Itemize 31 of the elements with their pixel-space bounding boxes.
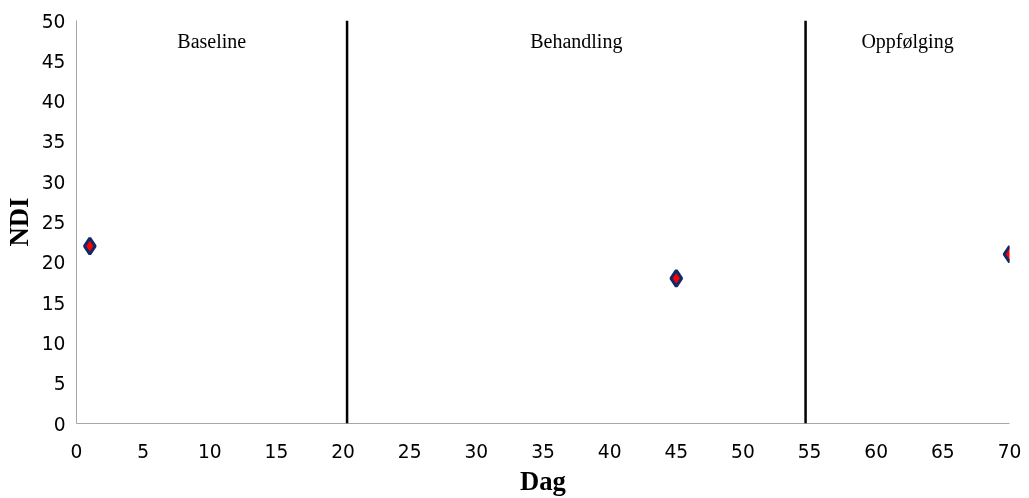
x-tick-label: 20 (331, 440, 355, 462)
y-tick-label: 5 (53, 373, 66, 395)
x-tick-label: 30 (464, 440, 489, 462)
y-tick-label: 30 (41, 171, 66, 193)
y-tick-label: 20 (41, 252, 66, 274)
x-tick-label: 35 (531, 440, 555, 462)
y-tick-label: 15 (41, 292, 66, 314)
x-tick-label: 55 (797, 440, 822, 462)
y-tick-label: 45 (41, 50, 66, 72)
y-tick-label: 25 (41, 212, 66, 233)
annotation: Behandling (530, 29, 623, 53)
x-tick-label: 15 (264, 440, 289, 462)
x-axis-title: Dag (520, 465, 567, 496)
x-tick-label: 65 (930, 440, 955, 462)
x-tick-label: 0 (70, 440, 83, 462)
x-tick-label: 40 (597, 440, 622, 462)
x-tick-label: 45 (664, 440, 689, 462)
x-tick-label: 25 (397, 440, 422, 462)
x-tick-label: 5 (137, 440, 150, 462)
x-tick-label: 10 (197, 440, 222, 462)
annotation: Oppfølging (861, 29, 954, 53)
x-tick-label: 50 (731, 440, 755, 462)
y-tick-label: 50 (41, 10, 66, 32)
x-tick-label: 60 (864, 440, 889, 462)
y-tick-label: 35 (41, 131, 66, 153)
y-tick-label: 0 (53, 413, 66, 435)
annotation: Baseline (177, 29, 247, 52)
y-tick-label: 40 (41, 91, 66, 113)
y-tick-label: 10 (41, 332, 66, 354)
x-tick-label: 70 (997, 440, 1022, 462)
y-axis-title: NDI (3, 197, 34, 247)
